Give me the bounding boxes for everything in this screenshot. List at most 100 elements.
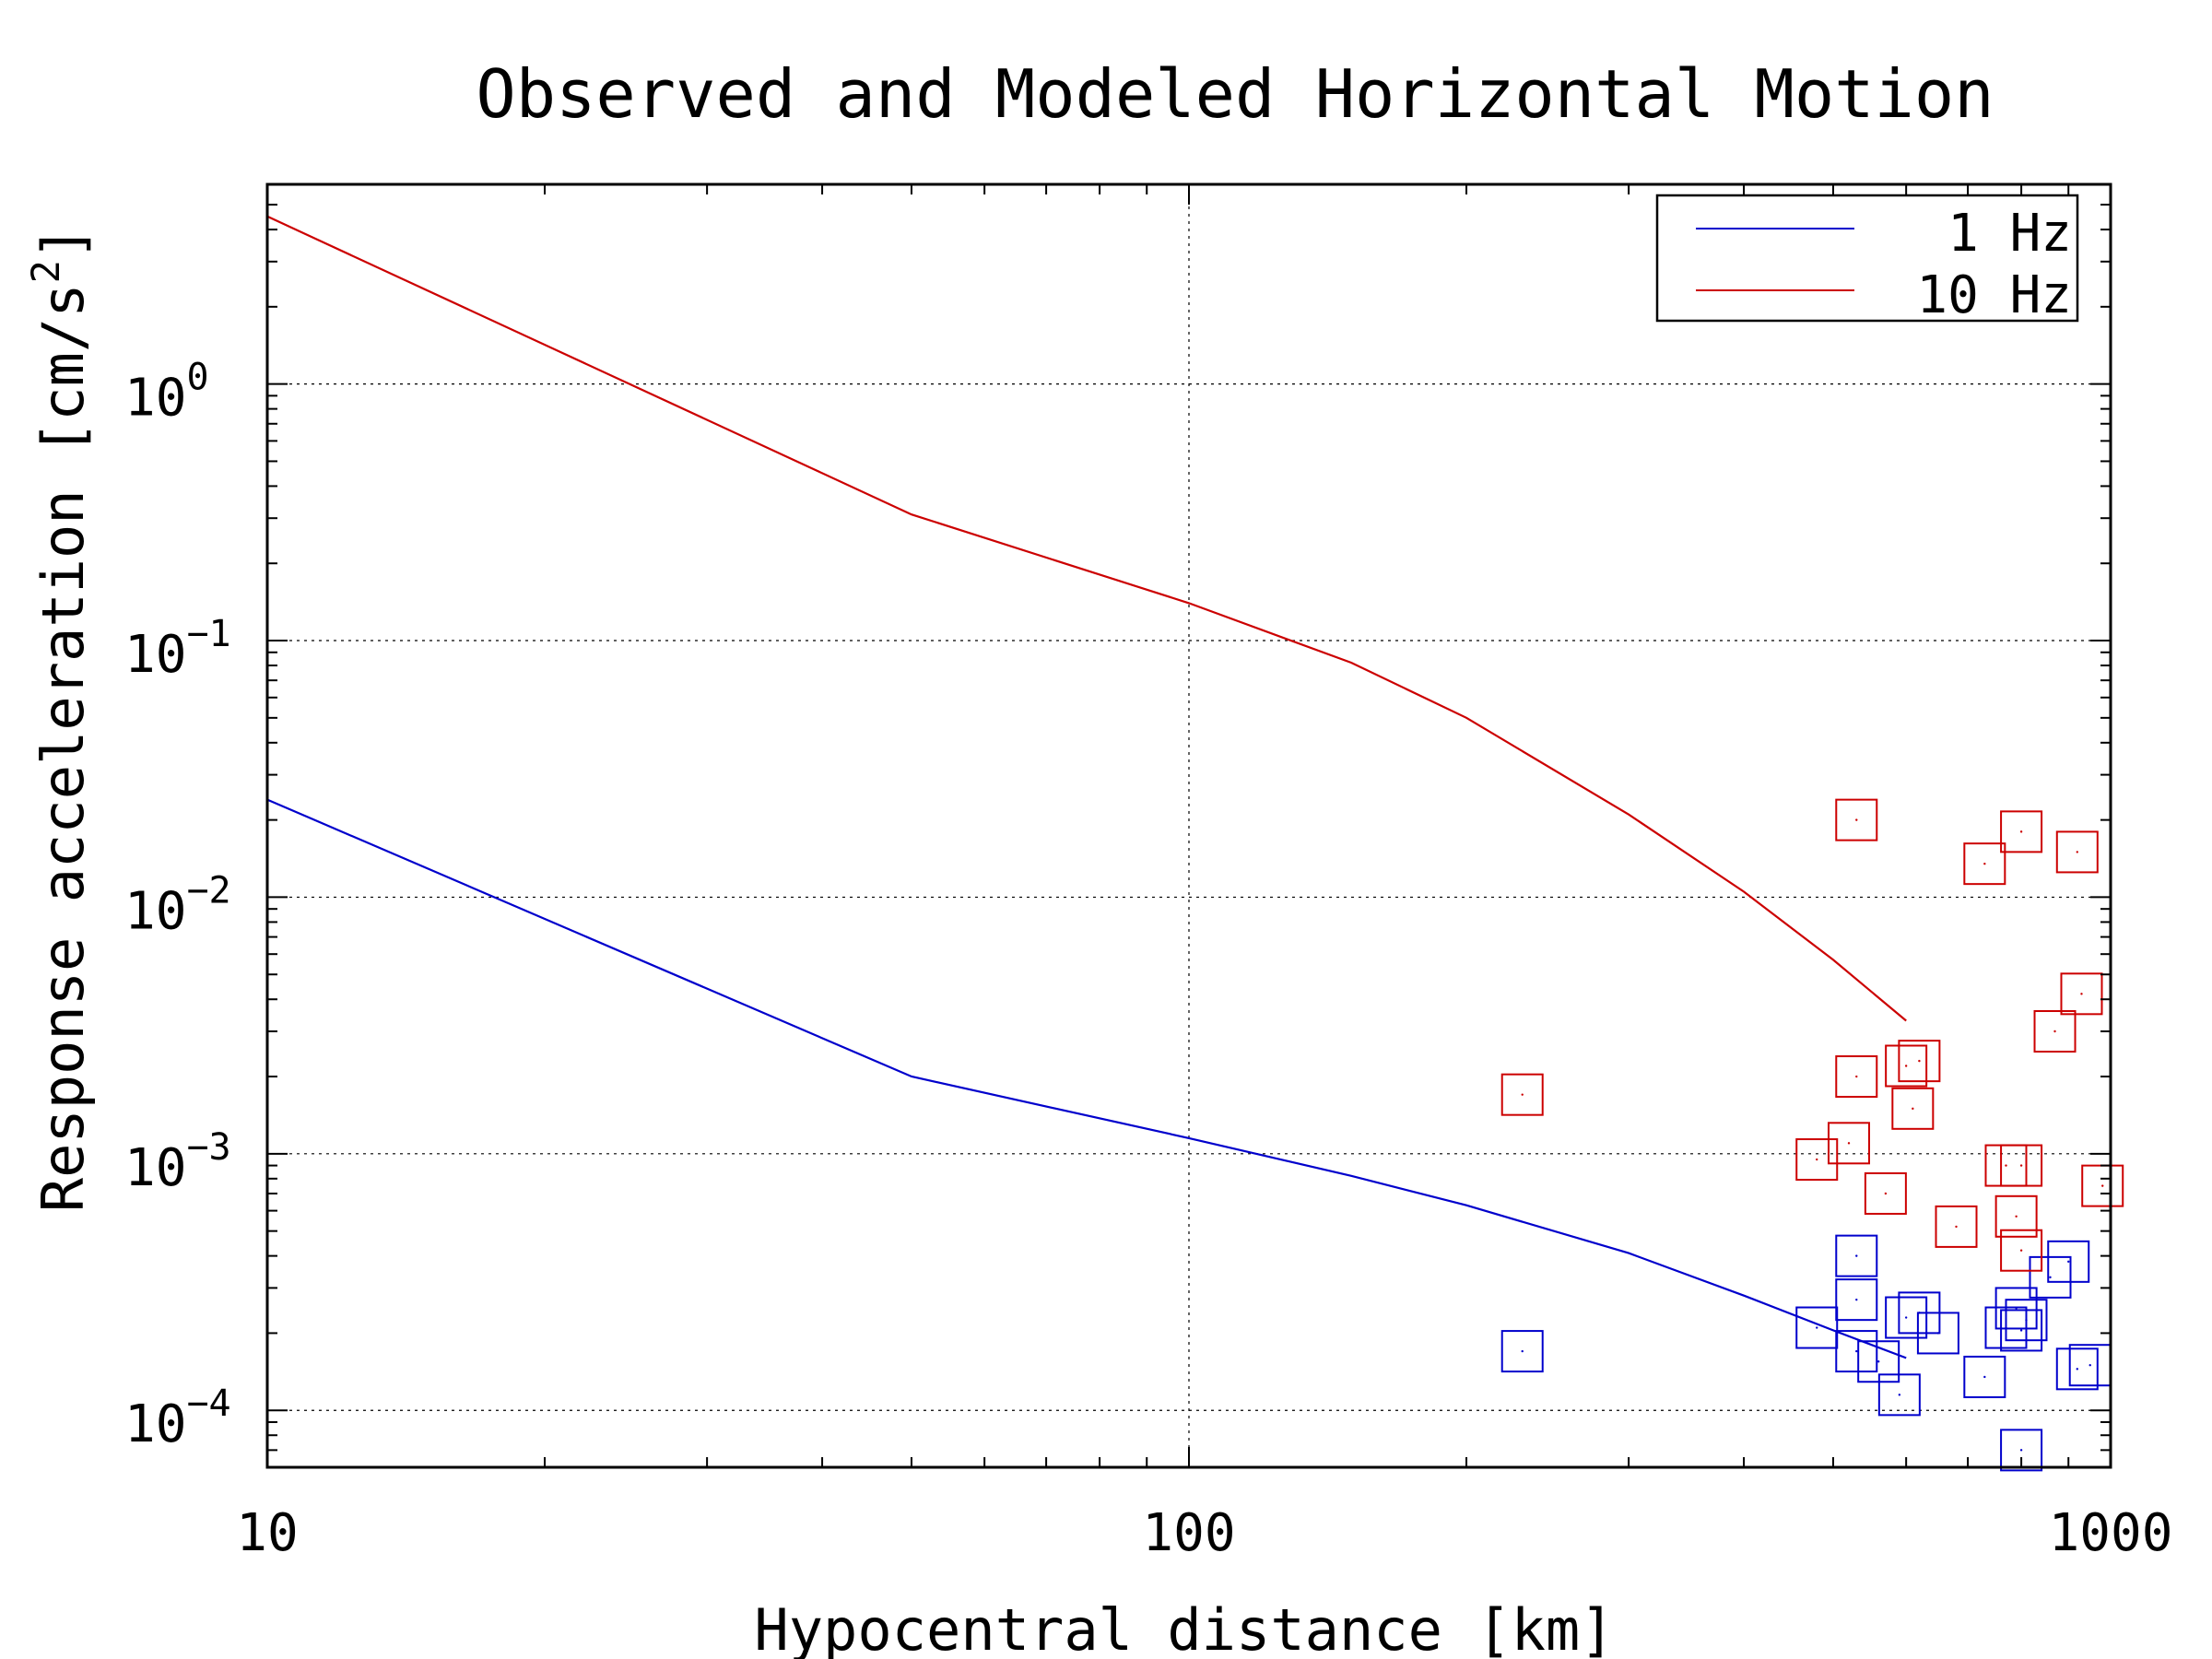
legend-label-10hz: 10 Hz: [1916, 265, 2072, 325]
observed-point-1hz: [1877, 1373, 1921, 1417]
legend-box: [1655, 194, 2079, 323]
y-tick-label-exponent: −1: [186, 613, 230, 655]
observed-point-center-10hz: [2076, 851, 2078, 853]
observed-point-1hz: [2005, 1299, 2048, 1342]
observed-point-1hz: [1916, 1312, 1959, 1355]
observed-point-1hz: [1835, 1234, 1878, 1277]
observed-point-10hz: [2033, 1010, 2077, 1053]
y-axis-label-superscript: 2: [23, 260, 68, 283]
observed-point-center-1hz: [2067, 1260, 2070, 1264]
observed-point-center-10hz: [1847, 1142, 1851, 1145]
observed-point-10hz: [1835, 798, 1878, 841]
observed-point-1hz: [1963, 1355, 2006, 1398]
model-line-1hz: [266, 798, 1907, 1359]
observed-point-center-10hz: [1855, 1075, 1858, 1078]
series-layer: [266, 215, 2124, 1472]
observed-point-10hz: [1500, 1073, 1544, 1116]
observed-point-1hz: [2000, 1309, 2043, 1352]
y-tick-label-base: 10: [124, 1138, 186, 1198]
observed-point-10hz: [2000, 810, 2043, 853]
observed-point-10hz: [1898, 1040, 1941, 1083]
x-axis-label: Hypocentral distance [km]: [754, 1596, 1614, 1659]
y-tick-label: 10−4: [124, 1382, 231, 1454]
observed-point-center-10hz: [1955, 1225, 1958, 1229]
x-tick-label: 100: [1142, 1503, 1235, 1563]
observed-point-10hz: [1935, 1205, 1978, 1248]
x-tick-labels: 10 100 1000: [236, 1503, 2172, 1563]
observed-point-10hz: [1795, 1138, 1839, 1182]
observed-point-1hz: [2047, 1240, 2090, 1283]
observed-point-center-1hz: [1983, 1375, 1986, 1379]
observed-point-center-10hz: [1816, 1158, 1818, 1161]
observed-point-center-10hz: [1983, 862, 1986, 865]
y-tick-label: 10−3: [124, 1126, 231, 1198]
y-axis-label-text: Response acceleration [cm/s: [29, 283, 97, 1212]
observed-point-center-10hz: [2019, 830, 2023, 833]
observed-point-1hz: [1500, 1330, 1544, 1373]
observed-point-1hz: [1885, 1296, 1928, 1339]
observed-point-center-1hz: [1855, 1254, 1858, 1257]
observed-point-1hz: [1994, 1287, 2038, 1330]
y-tick-label-base: 10: [124, 1394, 186, 1454]
observed-point-center-10hz: [1855, 818, 1858, 821]
observed-point-center-10hz: [2019, 1164, 2023, 1167]
observed-point-center-1hz: [1936, 1332, 1940, 1335]
observed-point-center-10hz: [2101, 1184, 2104, 1187]
observed-point-center-10hz: [2005, 1164, 2007, 1167]
observed-point-center-10hz: [1904, 1065, 1908, 1067]
observed-point-center-1hz: [2049, 1276, 2052, 1279]
observed-point-10hz: [2000, 1229, 2043, 1272]
observed-point-center-1hz: [2019, 1449, 2023, 1452]
y-tick-label-exponent: −4: [186, 1382, 230, 1425]
model-line-10hz: [266, 215, 1907, 1022]
observed-point-1hz: [1835, 1330, 1878, 1373]
observed-point-center-10hz: [2015, 1215, 2018, 1218]
observed-point-center-1hz: [1816, 1326, 1818, 1329]
y-axis-label-close: ]: [29, 226, 97, 260]
observed-point-center-10hz: [2019, 1249, 2023, 1252]
y-tick-label-base: 10: [124, 369, 186, 429]
observed-point-10hz: [2055, 830, 2099, 874]
observed-point-1hz: [2000, 1429, 2043, 1472]
observed-point-1hz: [1795, 1306, 1839, 1349]
x-tick-label: 10: [236, 1503, 298, 1563]
observed-point-10hz: [1963, 842, 2006, 886]
observed-point-10hz: [1885, 1044, 1928, 1088]
y-tick-label-base: 10: [124, 881, 186, 941]
observed-point-center-10hz: [2053, 1030, 2056, 1033]
observed-point-center-1hz: [2025, 1318, 2028, 1322]
y-tick-label: 100: [124, 357, 209, 429]
y-tick-label-exponent: −3: [186, 1126, 230, 1169]
y-tick-label: 10−2: [124, 869, 231, 941]
legend: 1 Hz 10 Hz: [1655, 194, 2079, 325]
grid: [267, 184, 2111, 1467]
legend-label-1hz: 1 Hz: [1947, 204, 2072, 264]
observed-point-center-1hz: [1877, 1360, 1880, 1363]
observed-point-center-10hz: [1912, 1107, 1914, 1111]
observed-point-center-1hz: [1904, 1316, 1908, 1319]
observed-point-center-1hz: [1898, 1394, 1901, 1396]
observed-point-center-1hz: [2088, 1364, 2091, 1367]
observed-point-center-10hz: [2080, 993, 2083, 995]
observed-point-center-10hz: [1521, 1093, 1524, 1096]
observed-point-center-1hz: [2015, 1307, 2018, 1310]
observed-point-10hz: [1891, 1087, 1935, 1130]
y-tick-label-base: 10: [124, 625, 186, 685]
y-axis-label: Response acceleration [cm/s2]: [23, 226, 97, 1212]
observed-point-center-1hz: [2076, 1368, 2078, 1371]
observed-point-1hz: [2029, 1255, 2072, 1299]
observed-point-center-1hz: [1521, 1349, 1524, 1353]
observed-point-10hz: [1828, 1122, 1871, 1165]
observed-point-center-1hz: [2019, 1329, 2023, 1332]
observed-point-center-10hz: [1884, 1192, 1888, 1195]
observed-point-10hz: [1835, 1055, 1878, 1099]
axes: [265, 182, 2112, 1469]
observed-point-10hz: [2060, 972, 2103, 1016]
observed-point-center-1hz: [1855, 1349, 1858, 1353]
observed-point-1hz: [1835, 1278, 1878, 1322]
observed-point-center-1hz: [1855, 1298, 1858, 1301]
observed-point-center-10hz: [1918, 1059, 1921, 1063]
